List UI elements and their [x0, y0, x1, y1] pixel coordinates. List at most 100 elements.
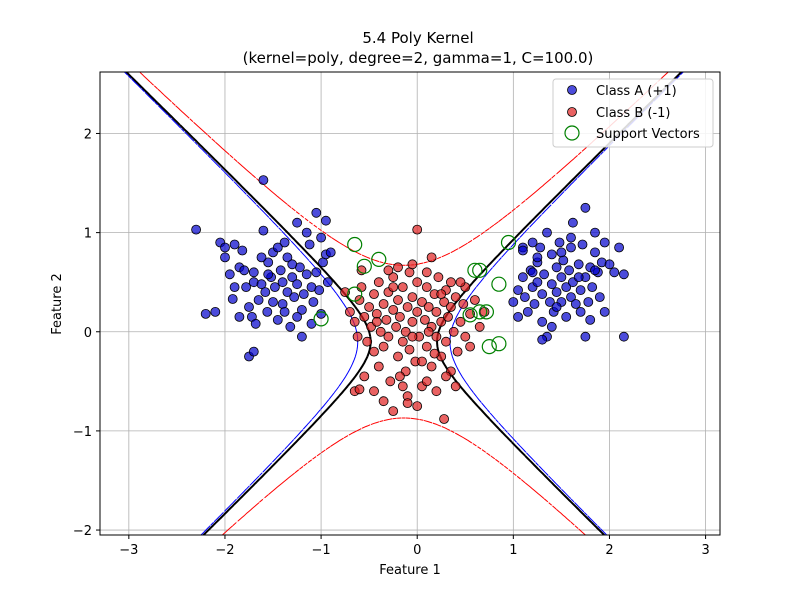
class-b-point	[417, 356, 427, 367]
class-b-point	[431, 306, 442, 317]
class-b-point	[450, 381, 461, 392]
class-a-point	[322, 277, 333, 288]
class-a-point	[229, 282, 240, 293]
class-a-point	[269, 282, 280, 293]
class-a-point	[282, 252, 293, 263]
class-a-point	[520, 292, 530, 303]
class-b-point	[412, 277, 423, 288]
class-a-point	[237, 245, 248, 256]
class-a-point	[241, 282, 252, 293]
class-b-point	[458, 299, 469, 309]
class-b-point	[385, 376, 396, 387]
class-b-point	[426, 252, 437, 263]
class-b-point	[417, 297, 427, 307]
class-b-point	[436, 289, 447, 300]
class-b-point	[352, 331, 363, 342]
class-b-point	[407, 259, 418, 270]
class-b-point	[397, 381, 408, 392]
class-b-point	[455, 277, 466, 288]
class-b-point	[393, 295, 403, 305]
class-a-point	[260, 287, 271, 298]
class-b-point	[378, 299, 389, 309]
class-b-point	[402, 398, 413, 409]
class-b-point	[412, 224, 423, 235]
class-b-point	[445, 302, 456, 312]
class-a-point	[210, 306, 221, 317]
class-a-point	[314, 285, 325, 296]
class-b-point	[433, 272, 444, 283]
class-b-point	[393, 262, 403, 273]
support-vector-point	[500, 234, 517, 251]
class-b-point	[369, 386, 379, 397]
class-b-point	[388, 406, 399, 417]
class-a-point	[590, 227, 600, 238]
class-a-point	[248, 267, 259, 278]
class-a-point	[279, 237, 290, 248]
class-b-point	[474, 321, 485, 332]
y-tick-label: 2	[84, 127, 92, 142]
class-b-point	[391, 321, 402, 332]
class-a-point	[619, 331, 629, 342]
class-a-point	[604, 259, 615, 270]
class-a-point	[566, 232, 576, 243]
class-a-point	[575, 306, 586, 317]
class-a-point	[537, 334, 548, 345]
x-tick-label: 3	[701, 543, 709, 558]
class-a-point	[287, 259, 298, 270]
class-a-point	[542, 227, 552, 238]
class-b-point	[407, 316, 418, 327]
class-a-point	[566, 242, 576, 253]
class-b-point	[469, 295, 480, 305]
class-a-point	[279, 306, 290, 317]
class-a-point	[522, 306, 533, 317]
class-b-point	[373, 361, 384, 372]
support-vector-point	[467, 262, 483, 278]
margin-positive	[124, 72, 684, 535]
class-a-point	[561, 311, 572, 322]
class-a-point	[529, 299, 540, 309]
legend-box	[552, 78, 714, 148]
class-a-point	[244, 302, 254, 312]
legend: Class A (+1) Class B (-1) Support Vector…	[552, 78, 714, 148]
class-b-point	[354, 384, 365, 395]
class-a-point	[298, 289, 309, 300]
class-b-point	[419, 314, 430, 325]
class-b-point	[388, 282, 399, 293]
class-b-point	[460, 331, 471, 342]
class-b-point	[359, 311, 370, 322]
class-b-point	[354, 295, 365, 305]
class-a-point	[570, 299, 581, 309]
x-axis-label: Feature 1	[379, 563, 441, 578]
class-b-point	[388, 304, 399, 315]
class-a-point	[577, 239, 588, 250]
class-a-point	[272, 242, 283, 253]
class-b-point	[423, 302, 434, 312]
class-a-point	[561, 282, 572, 293]
class-a-point	[296, 331, 307, 342]
axis-ticks: −3 −2 −1 0 1 2 3 −2 −1 0 1 2	[73, 127, 710, 558]
class-b-point	[388, 272, 399, 283]
x-tick-label: 1	[509, 543, 517, 558]
class-a-point	[258, 225, 269, 236]
class-b-point	[441, 371, 451, 382]
x-tick-label: −2	[215, 543, 234, 558]
chart-title-line2: (kernel=poly, degree=2, gamma=1, C=100.0…	[243, 49, 594, 67]
class-a-point	[532, 277, 543, 288]
y-tick-label: 0	[84, 326, 92, 341]
class-b-point	[362, 336, 373, 347]
class-a-point	[573, 272, 584, 283]
class-a-point	[301, 269, 312, 280]
class-b-point	[369, 346, 379, 357]
class-a-point	[590, 247, 600, 258]
class-b-point	[429, 348, 440, 359]
class-b-point	[359, 371, 370, 382]
class-a-point	[566, 292, 576, 303]
y-tick-label: 1	[84, 227, 92, 242]
class-a-point	[558, 255, 569, 266]
class-a-point	[609, 267, 620, 278]
y-axis-label: Feature 2	[50, 273, 65, 335]
legend-marker-class-a	[567, 85, 577, 95]
support-vector-point	[313, 311, 329, 327]
class-a-point	[546, 279, 557, 290]
x-tick-label: −3	[119, 543, 138, 558]
